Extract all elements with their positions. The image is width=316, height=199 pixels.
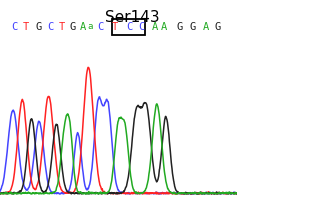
Text: A: A [80,22,86,32]
Text: C: C [11,22,17,32]
Text: a: a [87,22,93,31]
Text: A: A [152,22,158,32]
Text: G: G [35,22,42,32]
Text: G: G [215,22,221,32]
Text: T: T [23,22,29,32]
Text: C: C [97,22,104,32]
Text: C: C [138,22,145,32]
Text: A: A [203,22,209,32]
Text: G: G [176,22,183,32]
Text: G: G [189,22,195,32]
Text: G: G [69,22,76,32]
Text: T: T [112,22,118,32]
Text: C: C [47,22,53,32]
Text: T: T [59,22,65,32]
Text: A: A [161,22,167,32]
Text: Ser143: Ser143 [106,10,160,25]
Text: C: C [126,22,132,32]
